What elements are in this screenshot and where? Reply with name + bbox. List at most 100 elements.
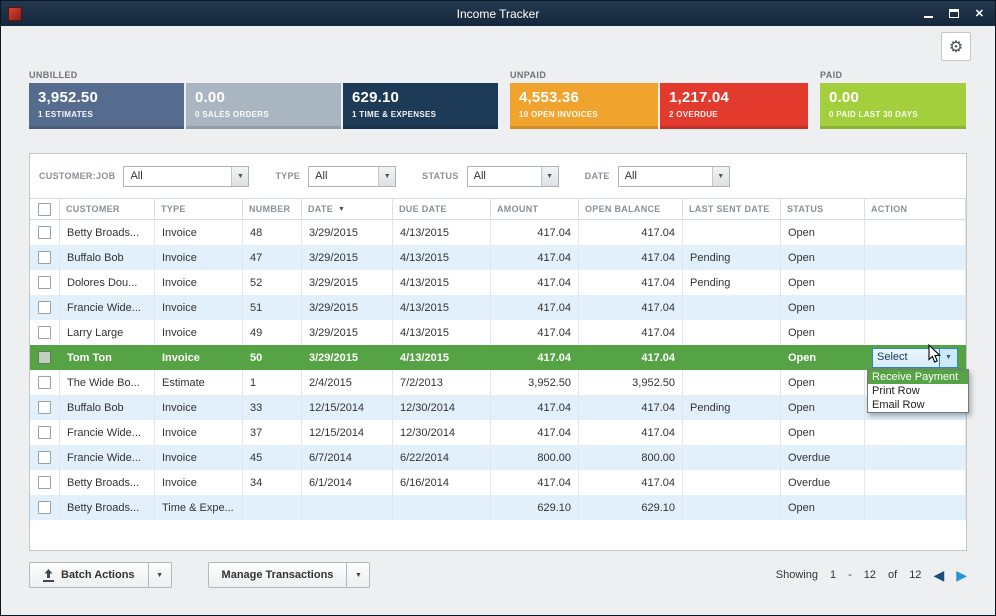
paid-tile[interactable]: 0.00 0 PAID LAST 30 DAYS <box>820 83 966 129</box>
table-row[interactable]: Betty Broads... Invoice 34 6/1/2014 6/16… <box>30 470 966 495</box>
table-row[interactable]: Dolores Dou... Invoice 52 3/29/2015 4/13… <box>30 270 966 295</box>
cell-number: 34 <box>243 470 302 495</box>
cell-type: Invoice <box>155 270 243 295</box>
table-row[interactable]: Francie Wide... Invoice 51 3/29/2015 4/1… <box>30 295 966 320</box>
cell-last-sent <box>683 420 781 445</box>
col-date-label: DATE <box>308 204 333 214</box>
date-filter-select[interactable]: All ▼ <box>618 166 730 187</box>
table-row[interactable]: Betty Broads... Invoice 48 3/29/2015 4/1… <box>30 220 966 245</box>
type-filter-select[interactable]: All ▼ <box>308 166 396 187</box>
cell-amount: 417.04 <box>491 295 579 320</box>
cell-amount: 417.04 <box>491 245 579 270</box>
table-row[interactable]: Buffalo Bob Invoice 33 12/15/2014 12/30/… <box>30 395 966 420</box>
cell-last-sent <box>683 495 781 520</box>
prev-page-icon[interactable]: ◀ <box>933 568 944 582</box>
cell-date <box>302 495 393 520</box>
col-amount[interactable]: AMOUNT <box>491 199 579 219</box>
transactions-panel: CUSTOMER:JOB All ▼ TYPE All ▼ STATUS All… <box>29 153 967 551</box>
cell-action[interactable] <box>865 295 966 320</box>
table-row[interactable]: Buffalo Bob Invoice 47 3/29/2015 4/13/20… <box>30 245 966 270</box>
cell-action[interactable] <box>865 320 966 345</box>
sales-orders-tile[interactable]: 0.00 0 SALES ORDERS <box>186 83 341 129</box>
close-icon[interactable]: ✕ <box>975 7 984 21</box>
cell-open-balance: 417.04 <box>579 245 683 270</box>
cell-action[interactable] <box>865 220 966 245</box>
open-invoices-tile[interactable]: 4,553.36 10 OPEN INVOICES <box>510 83 658 129</box>
menu-item-print-row[interactable]: Print Row <box>868 384 968 398</box>
manage-transactions-dropdown-arrow[interactable]: ▼ <box>347 562 370 588</box>
cell-action[interactable]: Select▼ <box>865 345 966 370</box>
cell-action[interactable] <box>865 270 966 295</box>
showing-end: 12 <box>864 569 876 581</box>
col-date[interactable]: DATE▼ <box>302 199 393 219</box>
row-checkbox[interactable] <box>38 376 51 389</box>
cell-last-sent <box>683 320 781 345</box>
row-checkbox[interactable] <box>38 401 51 414</box>
next-page-icon[interactable]: ▶ <box>956 568 967 582</box>
row-checkbox[interactable] <box>38 251 51 264</box>
settings-button[interactable]: ⚙ <box>941 32 971 61</box>
cell-amount: 417.04 <box>491 395 579 420</box>
cell-date: 3/29/2015 <box>302 345 393 370</box>
table-row[interactable]: Tom Ton Invoice 50 3/29/2015 4/13/2015 4… <box>30 345 966 370</box>
table-row[interactable]: Francie Wide... Invoice 37 12/15/2014 12… <box>30 420 966 445</box>
table-row[interactable]: Larry Large Invoice 49 3/29/2015 4/13/20… <box>30 320 966 345</box>
cell-due-date: 7/2/2013 <box>393 370 491 395</box>
col-number[interactable]: NUMBER <box>243 199 302 219</box>
cell-status: Overdue <box>781 445 865 470</box>
col-customer[interactable]: CUSTOMER <box>60 199 155 219</box>
cell-customer: Betty Broads... <box>60 220 155 245</box>
minimize-icon[interactable] <box>924 7 933 21</box>
row-checkbox[interactable] <box>38 226 51 239</box>
table-body: Betty Broads... Invoice 48 3/29/2015 4/1… <box>30 220 966 520</box>
overdue-tile[interactable]: 1,217.04 2 OVERDUE <box>660 83 808 129</box>
table-row[interactable]: The Wide Bo... Estimate 1 2/4/2015 7/2/2… <box>30 370 966 395</box>
row-checkbox[interactable] <box>38 326 51 339</box>
time-expenses-tile[interactable]: 629.10 1 TIME & EXPENSES <box>343 83 498 129</box>
cell-open-balance: 800.00 <box>579 445 683 470</box>
estimates-tile[interactable]: 3,952.50 1 ESTIMATES <box>29 83 184 129</box>
cell-action[interactable] <box>865 445 966 470</box>
row-checkbox[interactable] <box>38 301 51 314</box>
batch-actions-dropdown-arrow[interactable]: ▼ <box>149 562 172 588</box>
cell-last-sent <box>683 370 781 395</box>
col-open-balance[interactable]: OPEN BALANCE <box>579 199 683 219</box>
cell-open-balance: 417.04 <box>579 470 683 495</box>
cell-action[interactable] <box>865 470 966 495</box>
menu-item-receive-payment[interactable]: Receive Payment <box>868 370 968 384</box>
cell-last-sent <box>683 345 781 370</box>
col-due-date[interactable]: DUE DATE <box>393 199 491 219</box>
col-action[interactable]: ACTION <box>865 199 966 219</box>
menu-item-email-row[interactable]: Email Row <box>868 398 968 412</box>
row-checkbox[interactable] <box>38 276 51 289</box>
batch-actions-button[interactable]: Batch Actions <box>29 562 149 588</box>
row-checkbox[interactable] <box>38 451 51 464</box>
cell-last-sent: Pending <box>683 245 781 270</box>
status-filter-select[interactable]: All ▼ <box>467 166 559 187</box>
row-checkbox[interactable] <box>38 476 51 489</box>
row-checkbox[interactable] <box>38 501 51 514</box>
cell-number: 48 <box>243 220 302 245</box>
cell-number: 50 <box>243 345 302 370</box>
status-filter-value: All <box>468 167 541 186</box>
cell-action[interactable] <box>865 495 966 520</box>
col-status[interactable]: STATUS <box>781 199 865 219</box>
cell-type: Invoice <box>155 395 243 420</box>
col-type[interactable]: TYPE <box>155 199 243 219</box>
table-row[interactable]: Francie Wide... Invoice 45 6/7/2014 6/22… <box>30 445 966 470</box>
cell-action[interactable] <box>865 420 966 445</box>
row-action-select[interactable]: Select▼ <box>872 348 958 368</box>
cell-customer: Larry Large <box>60 320 155 345</box>
row-checkbox[interactable] <box>38 351 51 364</box>
cell-last-sent <box>683 470 781 495</box>
col-last-sent-date[interactable]: LAST SENT DATE <box>683 199 781 219</box>
manage-transactions-button[interactable]: Manage Transactions <box>208 562 348 588</box>
customer-job-filter-select[interactable]: All ▼ <box>123 166 249 187</box>
select-all-checkbox[interactable] <box>38 203 51 216</box>
maximize-icon[interactable] <box>949 7 959 21</box>
cell-action[interactable] <box>865 245 966 270</box>
cell-last-sent <box>683 295 781 320</box>
row-checkbox[interactable] <box>38 426 51 439</box>
cell-customer: Francie Wide... <box>60 295 155 320</box>
table-row[interactable]: Betty Broads... Time & Expe... 629.10 62… <box>30 495 966 520</box>
